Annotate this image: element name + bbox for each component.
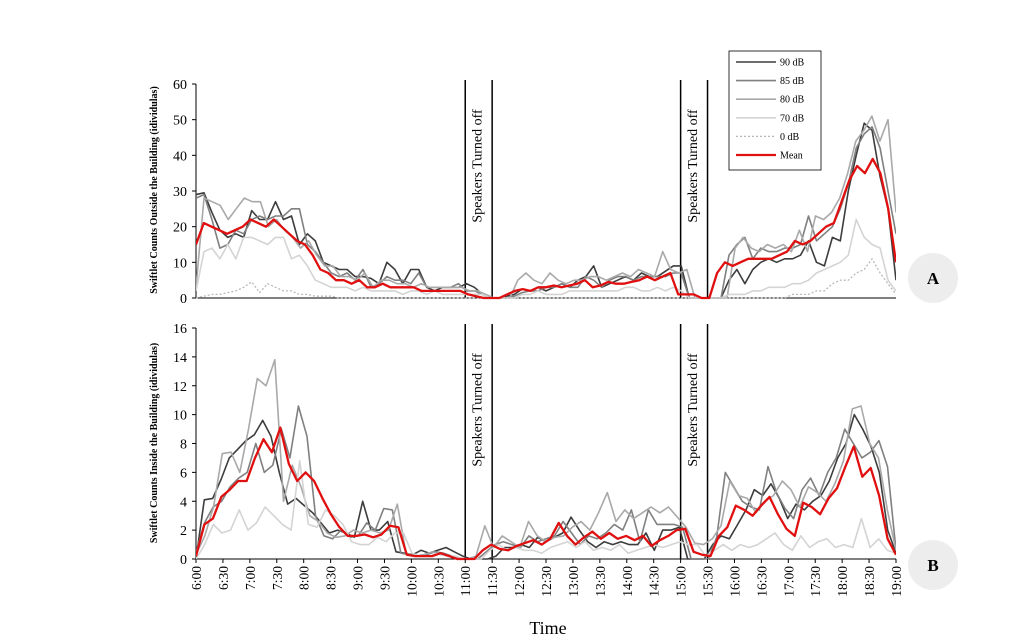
x-tick-label: 10:00 (404, 566, 419, 597)
legend-label: 80 dB (780, 95, 805, 106)
panel-a-badge: A (927, 269, 940, 288)
speakers-off-label: Speakers Turned off (686, 109, 701, 223)
y-tick-label: 8 (180, 438, 187, 453)
x-tick-label: 7:00 (243, 566, 258, 590)
speakers-off-label: Speakers Turned off (686, 353, 701, 467)
x-tick-label: 9:00 (351, 566, 366, 590)
y-tick-label: 2 (180, 524, 187, 539)
panel-a-y-title: Swiftlet Counts Outside the Building (id… (149, 86, 160, 294)
y-tick-label: 30 (173, 185, 187, 200)
x-tick-label: 8:00 (297, 566, 312, 590)
panel-b-series-mean (196, 426, 896, 561)
speakers-off-label: Speakers Turned off (471, 353, 486, 467)
x-tick-label: 7:30 (270, 566, 285, 590)
x-tick-label: 16:00 (727, 566, 742, 597)
legend-box (728, 50, 822, 171)
panel-b-y-title: Swiftlet Counts Inside the Building (idi… (149, 343, 160, 543)
x-tick-label: 9:30 (377, 566, 392, 590)
panel-a-series-90-db (196, 122, 896, 299)
legend: 90 dB 85 dB 80 dB 70 dB 0 dB Mean (728, 50, 822, 171)
x-tick-label: 11:00 (458, 566, 473, 596)
panel-b-series-80-db (196, 358, 896, 560)
y-tick-label: 10 (173, 409, 187, 424)
legend-label: 85 dB (780, 76, 805, 87)
x-tick-label: 18:00 (835, 566, 850, 597)
panel-a-badge-circle (908, 253, 958, 303)
x-tick-label: 11:30 (485, 566, 500, 596)
legend-label: 70 dB (780, 113, 805, 124)
y-tick-label: 10 (173, 256, 187, 271)
x-tick-label: 19:00 (889, 566, 904, 597)
y-tick-label: 4 (180, 495, 187, 510)
x-tick-label: 16:30 (754, 566, 769, 597)
y-tick-label: 16 (173, 322, 187, 337)
x-tick-label: 12:00 (512, 566, 527, 597)
panel-a-series-70-db (196, 218, 896, 299)
x-tick-label: 17:30 (808, 566, 823, 597)
x-tick-label: 8:30 (324, 566, 339, 590)
panel-a-series-80-db (196, 115, 896, 299)
y-tick-label: 6 (180, 466, 187, 481)
x-tick-label: 15:00 (674, 566, 689, 597)
x-tick-label: 15:30 (701, 566, 716, 597)
x-tick-label: 14:30 (647, 566, 662, 597)
x-tick-label: 13:30 (593, 566, 608, 597)
y-tick-label: 14 (173, 351, 187, 366)
x-tick-label: 17:00 (781, 566, 796, 597)
legend-label: 0 dB (780, 132, 800, 143)
x-tick-label: 6:30 (216, 566, 231, 590)
y-tick-label: 40 (173, 149, 187, 164)
x-tick-label: 14:00 (620, 566, 635, 597)
y-tick-label: 12 (173, 380, 187, 395)
legend-label: Mean (780, 151, 803, 162)
x-tick-labels: 6:00 6:30 7:00 7:30 8:00 8:30 9:00 9:30 10:00 10:… (189, 559, 904, 597)
x-axis-title: Time (529, 618, 566, 638)
legend-label: 90 dB (780, 58, 805, 69)
x-tick-label: 18:30 (862, 566, 877, 597)
x-tick-label: 10:30 (431, 566, 446, 597)
x-tick-label: 12:30 (539, 566, 554, 597)
panel-b: Swiftlet Counts Inside the Building (idi… (149, 322, 958, 597)
panel-a-series-mean (196, 157, 896, 300)
panel-b-badge: B (927, 556, 938, 575)
x-tick-label: 6:00 (189, 566, 204, 590)
panel-b-series-85-db (196, 405, 896, 560)
panel-a: Swiftlet Counts Outside the Building (id… (149, 78, 958, 307)
panel-a-series-0-db (196, 258, 896, 299)
panel-a-y-ticks: 0 10 20 30 40 50 60 (173, 78, 196, 307)
speakers-off-label: Speakers Turned off (471, 109, 486, 223)
y-tick-label: 0 (180, 292, 187, 307)
y-tick-label: 0 (180, 553, 187, 568)
panel-b-badge-circle (908, 540, 958, 590)
y-tick-label: 50 (173, 114, 187, 129)
x-tick-label: 13:00 (566, 566, 581, 597)
panel-b-series-70-db (196, 459, 896, 560)
panel-b-y-ticks: 0 2 4 6 8 10 12 14 16 (173, 322, 196, 568)
y-tick-label: 60 (173, 78, 187, 93)
y-tick-label: 20 (173, 221, 187, 236)
